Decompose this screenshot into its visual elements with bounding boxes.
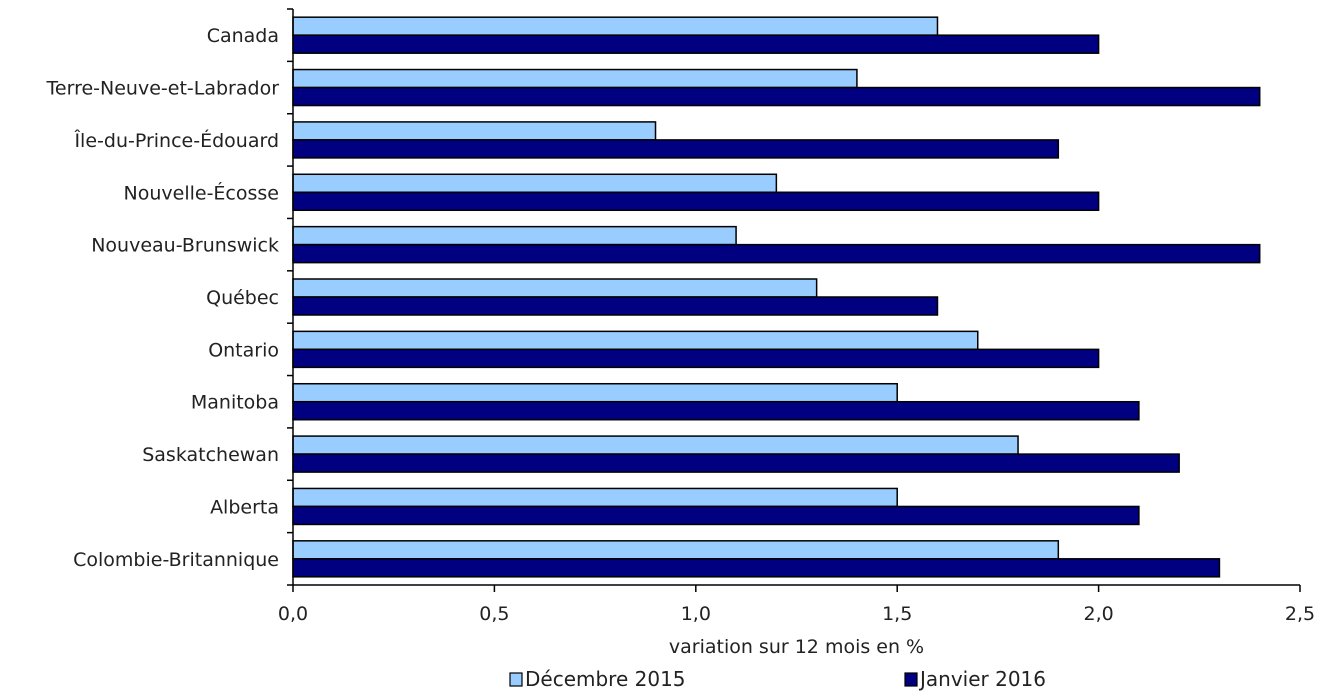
bar-terre-neuve-et-labrador-janvier-2016 [292, 86, 1261, 107]
bar-ontario-janvier-2016 [292, 348, 1100, 369]
bar-manitoba-decembre-2015 [292, 382, 898, 403]
category-label-terre-neuve-et-labrador: Terre-Neuve-et-Labrador [46, 78, 280, 100]
bar-saskatchewan-janvier-2016 [292, 453, 1180, 473]
bar-terre-neuve-et-labrador-decembre-2015 [292, 68, 858, 89]
x-axis-title: variation sur 12 mois en % [669, 636, 924, 658]
bar-ile-du-prince-edouard-decembre-2015 [292, 121, 657, 141]
bars-layer [292, 16, 1261, 578]
category-label-quebec: Québec [206, 287, 279, 309]
bar-nouvelle-ecosse-decembre-2015 [292, 173, 778, 194]
bar-colombie-britannique-decembre-2015 [292, 540, 1060, 560]
x-tick-label: 0,0 [278, 603, 308, 625]
bar-canada-decembre-2015 [292, 16, 939, 36]
bar-ile-du-prince-edouard-janvier-2016 [292, 139, 1060, 159]
bar-colombie-britannique-janvier-2016 [292, 558, 1221, 578]
legend-swatch-decembre-2015 [509, 672, 523, 687]
category-label-nouveau-brunswick: Nouveau-Brunswick [91, 235, 279, 257]
category-label-ontario: Ontario [208, 339, 279, 361]
bar-quebec-janvier-2016 [292, 296, 939, 316]
legend-label-decembre-2015: Décembre 2015 [525, 667, 686, 691]
category-label-colombie-britannique: Colombie-Britannique [73, 549, 279, 571]
category-label-canada: Canada [207, 25, 279, 47]
x-tick-label: 2,0 [1083, 603, 1113, 625]
bar-nouveau-brunswick-decembre-2015 [292, 225, 737, 246]
x-tick-label: 0,5 [479, 603, 509, 625]
legend-swatch-janvier-2016 [904, 672, 918, 687]
axes-layer [287, 8, 1300, 586]
bar-nouveau-brunswick-janvier-2016 [292, 243, 1261, 264]
category-label-ile-du-prince-edouard: Île-du-Prince-Édouard [73, 129, 279, 152]
x-tick-label: 1,5 [882, 603, 912, 625]
x-tick-label: 1,0 [681, 603, 711, 625]
x-tick-label: 2,5 [1285, 603, 1315, 625]
bar-manitoba-janvier-2016 [292, 400, 1140, 421]
x-axis-ticks: 0,0 0,5 1,0 1,5 2,0 2,5 [278, 585, 1315, 625]
bar-ontario-decembre-2015 [292, 330, 979, 351]
bar-canada-janvier-2016 [292, 34, 1100, 54]
category-label-saskatchewan: Saskatchewan [142, 444, 279, 466]
category-label-manitoba: Manitoba [191, 392, 279, 414]
category-label-alberta: Alberta [210, 496, 279, 518]
bar-alberta-decembre-2015 [292, 487, 898, 508]
legend-label-janvier-2016: Janvier 2016 [918, 667, 1046, 691]
bar-nouvelle-ecosse-janvier-2016 [292, 191, 1100, 212]
bar-quebec-decembre-2015 [292, 278, 818, 298]
bar-saskatchewan-decembre-2015 [292, 435, 1019, 455]
legend: Décembre 2015 Janvier 2016 [509, 667, 1046, 691]
category-labels: Canada Terre-Neuve-et-Labrador Île-du-Prin… [46, 25, 280, 571]
category-label-nouvelle-ecosse: Nouvelle-Écosse [124, 181, 279, 204]
bar-alberta-janvier-2016 [292, 505, 1140, 526]
